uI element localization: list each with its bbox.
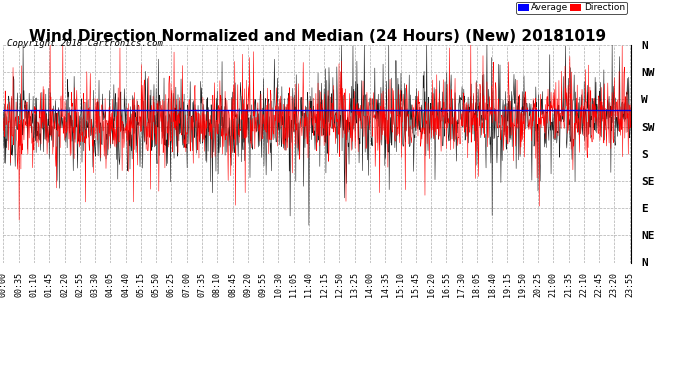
Legend: Average, Direction: Average, Direction (516, 2, 627, 14)
Text: Copyright 2018 Cartronics.com: Copyright 2018 Cartronics.com (7, 39, 163, 48)
Title: Wind Direction Normalized and Median (24 Hours) (New) 20181019: Wind Direction Normalized and Median (24… (29, 29, 606, 44)
